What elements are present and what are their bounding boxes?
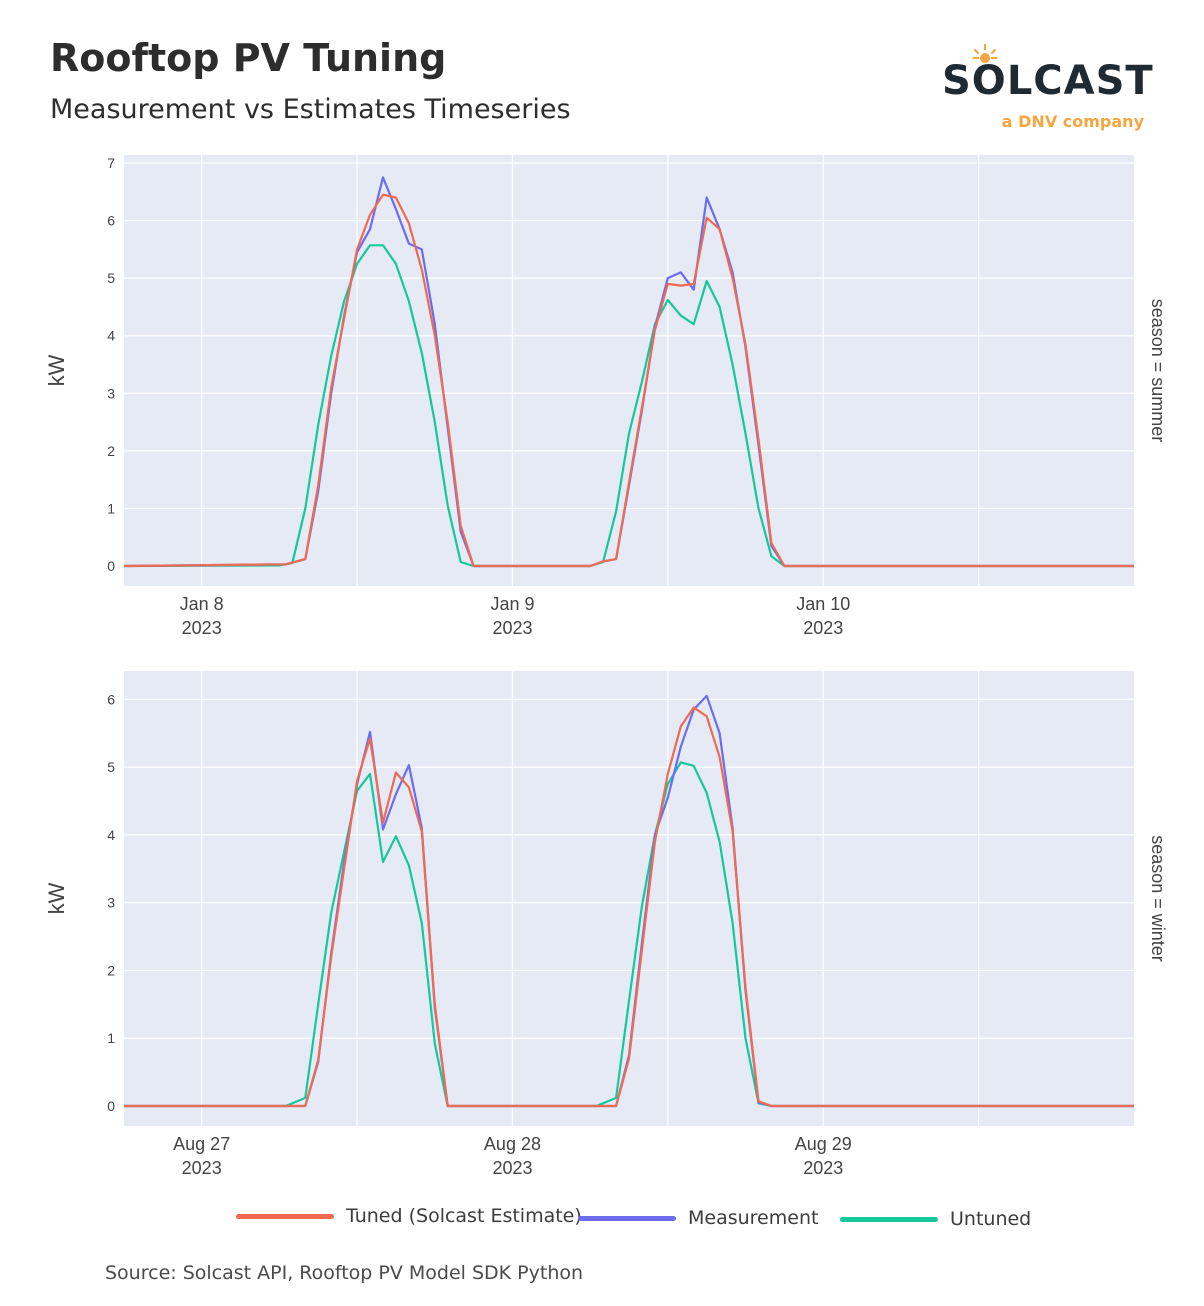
y-tick-label: 3 — [107, 385, 115, 401]
logo-wordmark: SOLCAST — [942, 58, 1154, 104]
solcast-logo: SOLCAST a DNV company — [942, 40, 1154, 135]
x-tick-label: Jan 10 — [796, 594, 850, 614]
y-tick-label: 6 — [107, 691, 115, 707]
legend-item-tuned[interactable]: Tuned (Solcast Estimate) — [236, 1205, 582, 1227]
x-tick-label: Aug 29 — [795, 1134, 852, 1154]
legend-label-measurement: Measurement — [688, 1207, 819, 1229]
x-tick-year-label: 2023 — [492, 1158, 532, 1178]
legend-swatch-measurement — [578, 1215, 676, 1221]
series-line-tuned-solcast-estimate — [123, 193, 1134, 568]
source-note: Source: Solcast API, Rooftop PV Model SD… — [105, 1262, 584, 1284]
y-tick-label: 7 — [107, 155, 115, 171]
legend-item-measurement[interactable]: Measurement — [578, 1207, 818, 1229]
legend: Tuned (Solcast Estimate) Measurement Unt… — [0, 1205, 1204, 1245]
legend-swatch-untuned — [840, 1216, 938, 1222]
y-tick-label: 2 — [107, 962, 115, 978]
legend-item-untuned[interactable]: Untuned — [840, 1208, 1031, 1230]
x-tick-label: Aug 28 — [484, 1134, 541, 1154]
legend-label-tuned: Tuned (Solcast Estimate) — [346, 1205, 582, 1227]
x-tick-year-label: 2023 — [803, 1158, 843, 1178]
panel-0: 0 1 2 3 4 5 6 7 Jan 8 2023 Jan 9 2023 Jan 10 2023 kW se… — [44, 155, 1168, 638]
sun-icon — [973, 44, 997, 63]
y-tick-label: 4 — [107, 827, 115, 843]
y-tick-label: 5 — [107, 759, 115, 775]
x-tick-year-label: 2023 — [182, 618, 222, 638]
plot-area — [124, 155, 1134, 586]
x-tick-label: Jan 9 — [490, 594, 534, 614]
x-tick-year-label: 2023 — [182, 1158, 222, 1178]
y-tick-label: 5 — [107, 270, 115, 286]
y-tick-label: 3 — [107, 895, 115, 911]
logo-tagline: a DNV company — [1001, 112, 1144, 131]
x-tick-year-label: 2023 — [803, 618, 843, 638]
y-tick-label: 1 — [107, 1030, 115, 1046]
legend-label-untuned: Untuned — [950, 1208, 1032, 1230]
x-tick-label: Aug 27 — [173, 1134, 230, 1154]
chart-title: Rooftop PV Tuning — [50, 36, 447, 80]
panel-1: 0 1 2 3 4 5 6 Aug 27 2023 Aug 28 2023 Aug 29 2023 kW s… — [44, 671, 1168, 1178]
facet-label: season = summer — [1148, 299, 1168, 443]
y-tick-label: 2 — [107, 443, 115, 459]
series-line-tuned-solcast-estimate — [124, 706, 1134, 1108]
facet-label: season = winter — [1148, 835, 1168, 962]
x-tick-label: Jan 8 — [180, 594, 224, 614]
y-tick-label: 1 — [107, 500, 115, 516]
y-tick-label: 4 — [107, 328, 115, 344]
chart-subtitle: Measurement vs Estimates Timeseries — [50, 94, 571, 125]
y-tick-label: 6 — [107, 213, 115, 229]
faceted-line-chart: 0 1 2 3 4 5 6 7 Jan 8 2023 Jan 9 2023 Jan 10 2023 kW se… — [44, 155, 1168, 1178]
y-axis-label: kW — [44, 354, 69, 386]
y-tick-label: 0 — [107, 558, 115, 574]
y-axis-label: kW — [44, 882, 69, 914]
x-tick-year-label: 2023 — [492, 618, 532, 638]
y-tick-label: 0 — [107, 1098, 115, 1114]
legend-swatch-tuned — [236, 1213, 334, 1219]
